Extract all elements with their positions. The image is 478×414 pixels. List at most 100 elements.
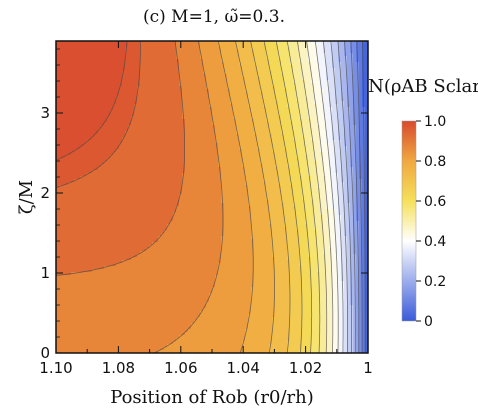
heat-cell: [83, 86, 87, 90]
heat-cell: [149, 158, 153, 162]
heat-cell: [305, 77, 309, 81]
heat-cell: [260, 173, 264, 177]
heat-cell: [239, 140, 243, 144]
heat-cell: [254, 56, 258, 60]
heat-cell: [251, 92, 255, 96]
heat-cell: [221, 167, 225, 171]
heat-cell: [239, 119, 243, 123]
heat-cell: [194, 179, 198, 183]
heat-cell: [71, 128, 75, 132]
heat-cell: [155, 68, 159, 72]
heat-cell: [269, 80, 273, 84]
heat-cell: [311, 167, 315, 171]
heat-cell: [284, 65, 288, 69]
heat-cell: [329, 80, 333, 84]
heat-cell: [347, 173, 351, 177]
heat-cell: [182, 155, 186, 159]
heat-cell: [317, 176, 321, 180]
heat-cell: [347, 41, 351, 45]
heat-cell: [332, 125, 336, 129]
heat-cell: [92, 116, 96, 120]
heat-cell: [269, 131, 273, 135]
heat-cell: [113, 131, 117, 135]
heat-cell: [329, 167, 333, 171]
heat-cell: [74, 65, 78, 69]
heat-cell: [263, 155, 267, 159]
heat-cell: [173, 59, 177, 63]
heat-cell: [101, 53, 105, 57]
heat-cell: [209, 47, 213, 51]
heat-cell: [176, 86, 180, 90]
heat-cell: [161, 77, 165, 81]
heat-cell: [155, 176, 159, 180]
heat-cell: [65, 71, 69, 75]
heat-cell: [188, 107, 192, 111]
heat-cell: [101, 59, 105, 63]
heat-cell: [71, 83, 75, 87]
heat-cell: [272, 167, 276, 171]
heat-cell: [149, 110, 153, 114]
heat-cell: [125, 116, 129, 120]
heat-cell: [179, 56, 183, 60]
heat-cell: [104, 101, 108, 105]
heat-cell: [191, 140, 195, 144]
heat-cell: [110, 155, 114, 159]
heat-cell: [218, 104, 222, 108]
heat-cell: [110, 134, 114, 138]
heat-cell: [350, 107, 354, 111]
heat-cell: [116, 158, 120, 162]
heat-cell: [131, 68, 135, 72]
heat-cell: [251, 170, 255, 174]
heat-cell: [167, 134, 171, 138]
heat-cell: [209, 98, 213, 102]
heat-cell: [248, 110, 252, 114]
heat-cell: [284, 80, 288, 84]
heat-cell: [308, 137, 312, 141]
heat-cell: [278, 179, 282, 183]
heat-cell: [182, 80, 186, 84]
heat-cell: [62, 104, 66, 108]
heat-cell: [263, 143, 267, 147]
heat-cell: [287, 125, 291, 129]
heat-cell: [359, 71, 363, 75]
heat-cell: [86, 131, 90, 135]
heat-cell: [173, 179, 177, 183]
heat-cell: [89, 119, 93, 123]
heat-cell: [296, 140, 300, 144]
heat-cell: [152, 143, 156, 147]
heat-cell: [167, 83, 171, 87]
heat-cell: [296, 116, 300, 120]
heat-cell: [353, 92, 357, 96]
heat-cell: [131, 59, 135, 63]
heat-cell: [176, 101, 180, 105]
heat-cell: [113, 104, 117, 108]
heat-cell: [152, 176, 156, 180]
heat-cell: [83, 137, 87, 141]
heat-cell: [254, 140, 258, 144]
heat-cell: [278, 113, 282, 117]
heat-cell: [149, 173, 153, 177]
heat-cell: [302, 161, 306, 165]
heat-cell: [329, 59, 333, 63]
heat-cell: [98, 89, 102, 93]
heat-cell: [353, 155, 357, 159]
heat-cell: [128, 68, 132, 72]
heat-cell: [80, 74, 84, 78]
heat-cell: [80, 125, 84, 129]
heat-cell: [281, 113, 285, 117]
heat-cell: [311, 146, 315, 150]
heat-cell: [122, 110, 126, 114]
heat-cell: [257, 137, 261, 141]
heat-cell: [254, 98, 258, 102]
heat-cell: [155, 122, 159, 126]
heat-cell: [302, 65, 306, 69]
heat-cell: [155, 86, 159, 90]
heat-cell: [242, 83, 246, 87]
heat-cell: [248, 92, 252, 96]
heat-cell: [74, 182, 78, 186]
heat-cell: [362, 89, 366, 93]
heat-cell: [329, 149, 333, 153]
heat-cell: [350, 122, 354, 126]
heat-cell: [305, 89, 309, 93]
heat-cell: [95, 137, 99, 141]
